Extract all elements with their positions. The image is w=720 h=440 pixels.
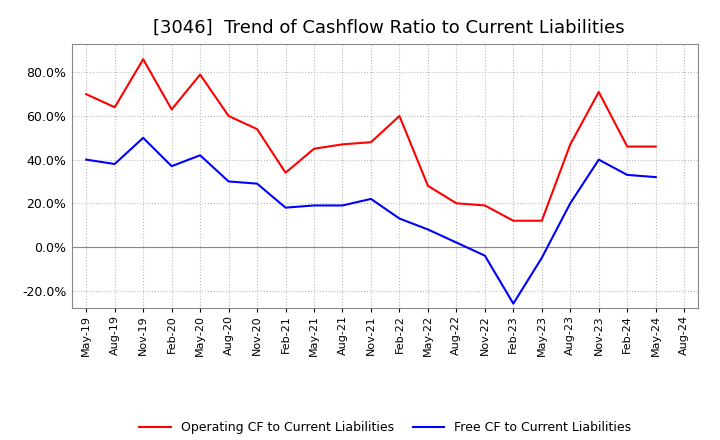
Operating CF to Current Liabilities: [537, 218, 546, 224]
Operating CF to Current Liabilities: [338, 142, 347, 147]
Operating CF to Current Liabilities: [623, 144, 631, 149]
Free CF to Current Liabilities: [282, 205, 290, 210]
Free CF to Current Liabilities: [82, 157, 91, 162]
Free CF to Current Liabilities: [366, 196, 375, 202]
Operating CF to Current Liabilities: [225, 114, 233, 119]
Free CF to Current Liabilities: [196, 153, 204, 158]
Operating CF to Current Liabilities: [310, 146, 318, 151]
Free CF to Current Liabilities: [139, 135, 148, 140]
Operating CF to Current Liabilities: [139, 57, 148, 62]
Operating CF to Current Liabilities: [253, 126, 261, 132]
Operating CF to Current Liabilities: [452, 201, 461, 206]
Free CF to Current Liabilities: [595, 157, 603, 162]
Free CF to Current Liabilities: [225, 179, 233, 184]
Line: Operating CF to Current Liabilities: Operating CF to Current Liabilities: [86, 59, 656, 221]
Operating CF to Current Liabilities: [282, 170, 290, 176]
Free CF to Current Liabilities: [623, 172, 631, 178]
Operating CF to Current Liabilities: [652, 144, 660, 149]
Operating CF to Current Liabilities: [366, 139, 375, 145]
Line: Free CF to Current Liabilities: Free CF to Current Liabilities: [86, 138, 656, 304]
Free CF to Current Liabilities: [652, 174, 660, 180]
Free CF to Current Liabilities: [509, 301, 518, 306]
Free CF to Current Liabilities: [395, 216, 404, 221]
Text: [3046]  Trend of Cashflow Ratio to Current Liabilities: [3046] Trend of Cashflow Ratio to Curren…: [153, 19, 625, 37]
Operating CF to Current Liabilities: [595, 89, 603, 95]
Operating CF to Current Liabilities: [167, 107, 176, 112]
Free CF to Current Liabilities: [423, 227, 432, 232]
Operating CF to Current Liabilities: [509, 218, 518, 224]
Legend: Operating CF to Current Liabilities, Free CF to Current Liabilities: Operating CF to Current Liabilities, Fre…: [135, 416, 636, 439]
Operating CF to Current Liabilities: [82, 92, 91, 97]
Free CF to Current Liabilities: [480, 253, 489, 258]
Free CF to Current Liabilities: [110, 161, 119, 167]
Free CF to Current Liabilities: [338, 203, 347, 208]
Free CF to Current Liabilities: [310, 203, 318, 208]
Operating CF to Current Liabilities: [423, 183, 432, 188]
Free CF to Current Liabilities: [566, 201, 575, 206]
Operating CF to Current Liabilities: [110, 105, 119, 110]
Operating CF to Current Liabilities: [480, 203, 489, 208]
Free CF to Current Liabilities: [452, 240, 461, 245]
Free CF to Current Liabilities: [253, 181, 261, 186]
Operating CF to Current Liabilities: [395, 114, 404, 119]
Operating CF to Current Liabilities: [196, 72, 204, 77]
Free CF to Current Liabilities: [167, 164, 176, 169]
Operating CF to Current Liabilities: [566, 142, 575, 147]
Free CF to Current Liabilities: [537, 255, 546, 260]
